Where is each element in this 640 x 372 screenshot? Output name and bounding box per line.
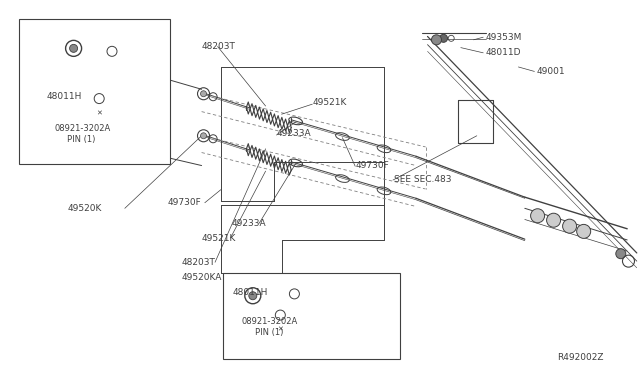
Circle shape: [440, 34, 447, 42]
Text: 08921-3202A: 08921-3202A: [242, 317, 298, 326]
Text: 49520KA: 49520KA: [181, 273, 221, 282]
Circle shape: [577, 224, 591, 238]
Circle shape: [70, 44, 77, 52]
Text: 49521K: 49521K: [312, 98, 347, 107]
Text: 49001: 49001: [536, 67, 565, 76]
Circle shape: [563, 219, 577, 233]
Text: 49521K: 49521K: [202, 234, 236, 243]
Circle shape: [431, 35, 442, 45]
Text: 48011D: 48011D: [485, 48, 520, 57]
Text: 49233A: 49233A: [276, 129, 311, 138]
Text: 48011H: 48011H: [46, 92, 81, 101]
Text: 49730F: 49730F: [168, 198, 202, 207]
Bar: [223, 273, 400, 359]
Circle shape: [200, 91, 207, 97]
Text: 48203T: 48203T: [202, 42, 236, 51]
Text: 08921-3202A: 08921-3202A: [54, 124, 111, 133]
Text: PIN (1): PIN (1): [67, 135, 95, 144]
Text: 49520K: 49520K: [67, 204, 102, 213]
Text: 48011H: 48011H: [232, 288, 268, 296]
Circle shape: [531, 209, 545, 223]
Circle shape: [616, 249, 626, 259]
Text: 49353M: 49353M: [485, 33, 522, 42]
Text: ✕: ✕: [96, 110, 102, 116]
Text: 49730F: 49730F: [355, 161, 389, 170]
Text: R492002Z: R492002Z: [557, 353, 604, 362]
Circle shape: [249, 292, 257, 300]
Text: 48203T: 48203T: [181, 258, 215, 267]
Text: ✕: ✕: [277, 327, 284, 333]
Text: SEE SEC.483: SEE SEC.483: [394, 175, 452, 184]
Circle shape: [547, 213, 561, 227]
Circle shape: [200, 133, 207, 139]
Text: 49233A: 49233A: [232, 219, 266, 228]
Bar: [19, 19, 170, 164]
Text: PIN (1): PIN (1): [255, 328, 283, 337]
